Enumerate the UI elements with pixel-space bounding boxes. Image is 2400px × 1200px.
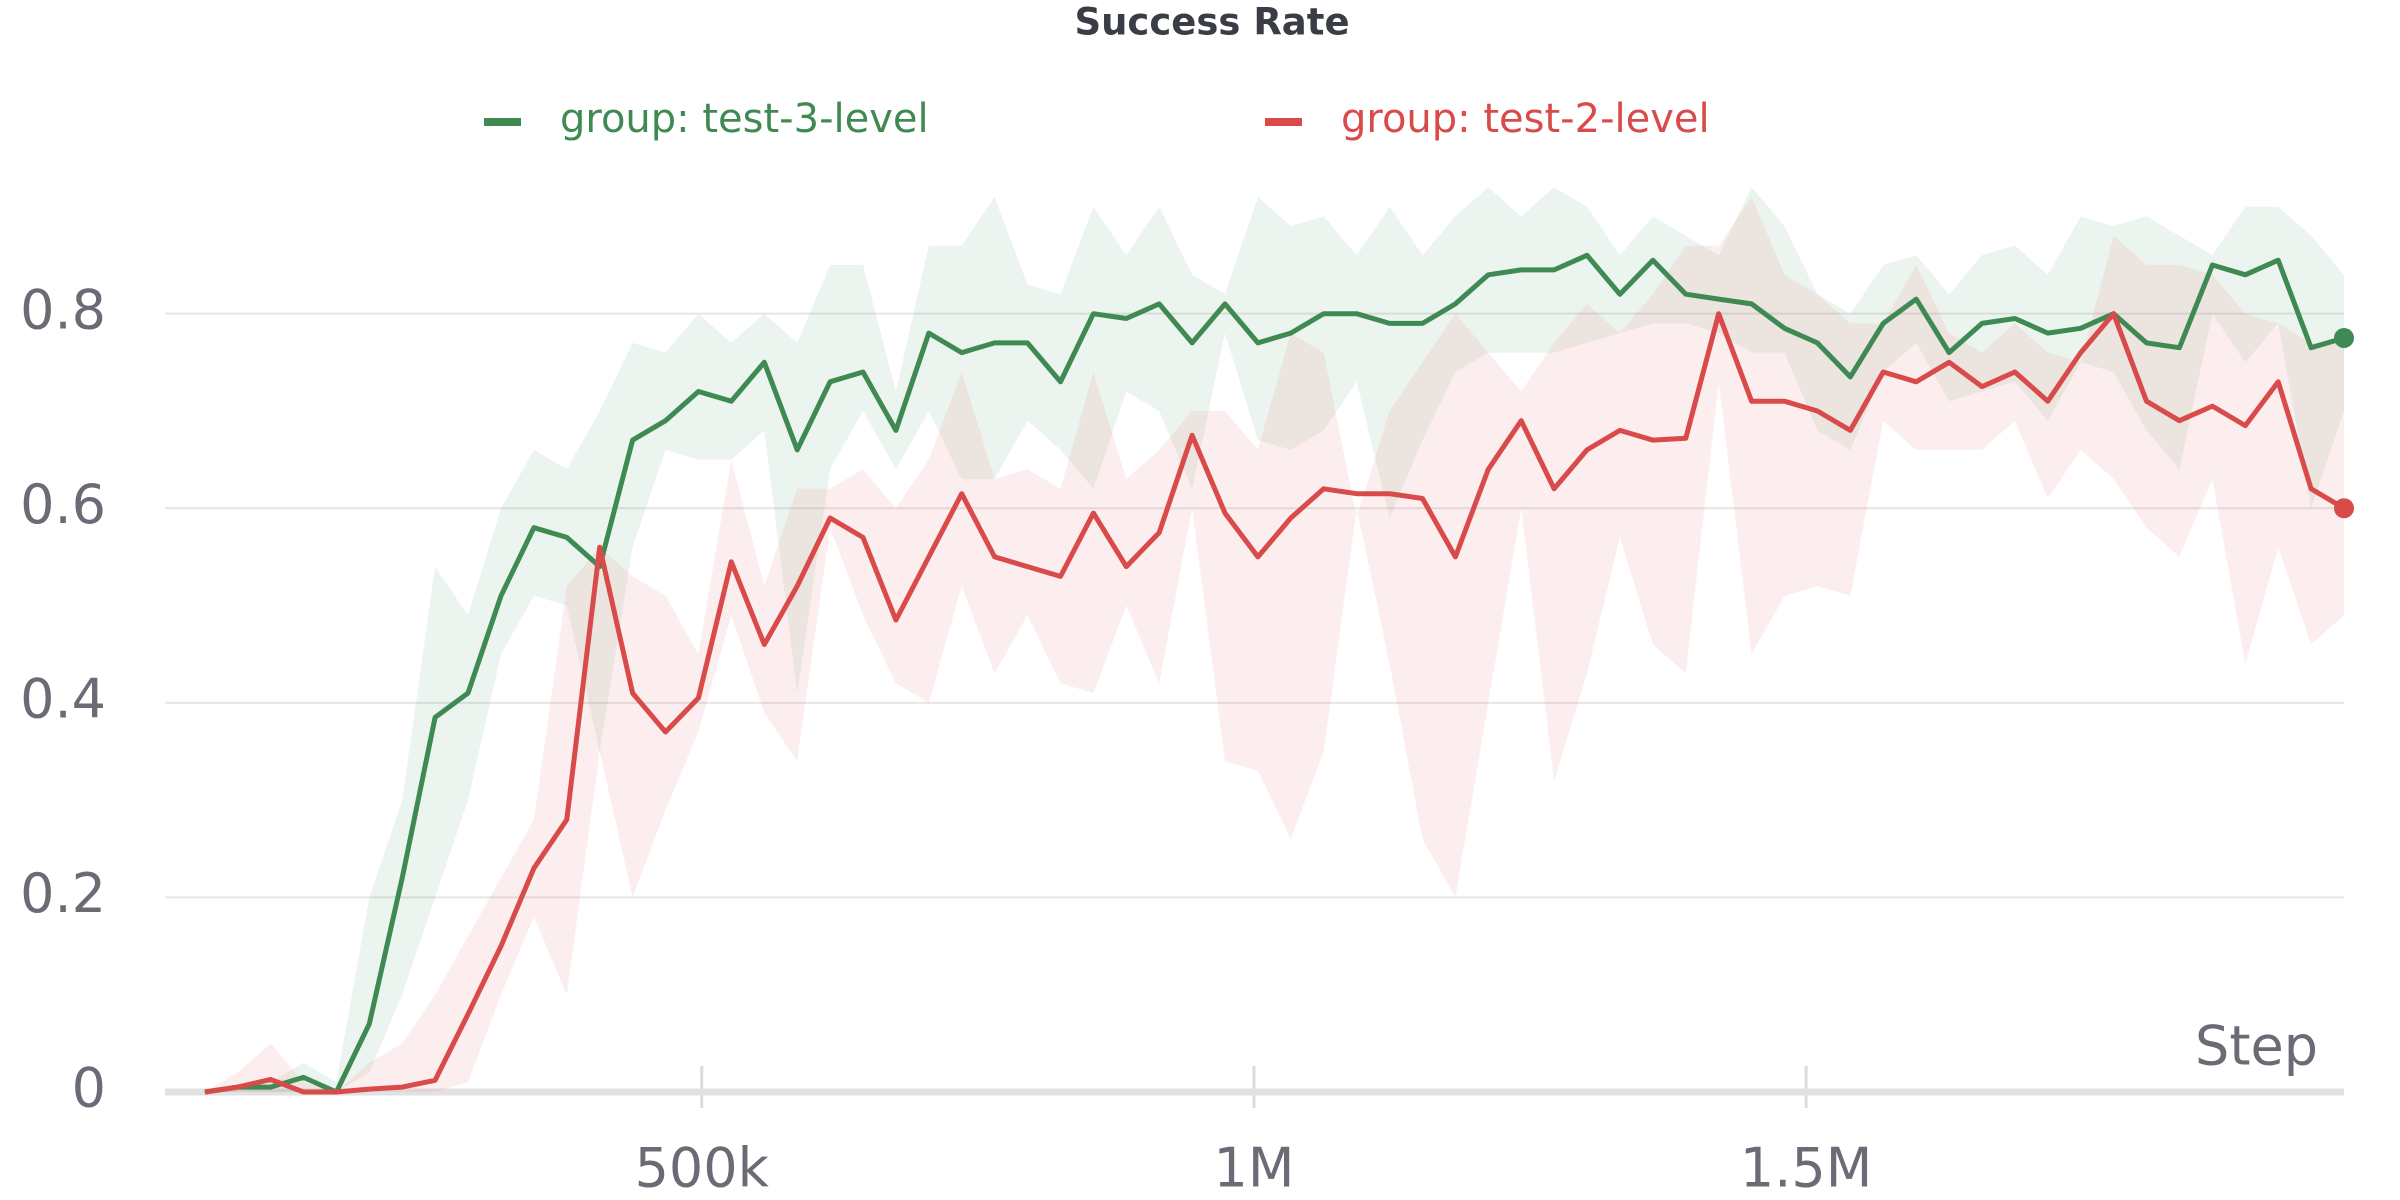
end-point-marker <box>2334 327 2354 348</box>
x-axis-label: Step <box>2195 1015 2318 1078</box>
y-tick-label: 0.6 <box>20 473 106 536</box>
series-line <box>204 311 2346 1095</box>
chart-title: Success Rate <box>1074 1 1349 44</box>
y-tick-label: 0.8 <box>20 278 106 341</box>
x-tick-label: 500k <box>635 1137 770 1200</box>
confidence-band <box>204 187 2344 1092</box>
legend-label: group: test-3-level <box>560 96 929 142</box>
end-point-marker <box>2334 498 2354 519</box>
legend-label: group: test-2-level <box>1341 96 1710 142</box>
y-tick-label: 0.2 <box>20 862 106 925</box>
series-line <box>204 252 2345 1095</box>
x-tick-label: 1.5M <box>1740 1137 1872 1200</box>
y-tick-label: 0.4 <box>20 667 106 730</box>
x-tick-label: 1M <box>1213 1137 1294 1200</box>
y-tick-label: 0 <box>72 1057 106 1120</box>
confidence-band <box>204 196 2344 1092</box>
